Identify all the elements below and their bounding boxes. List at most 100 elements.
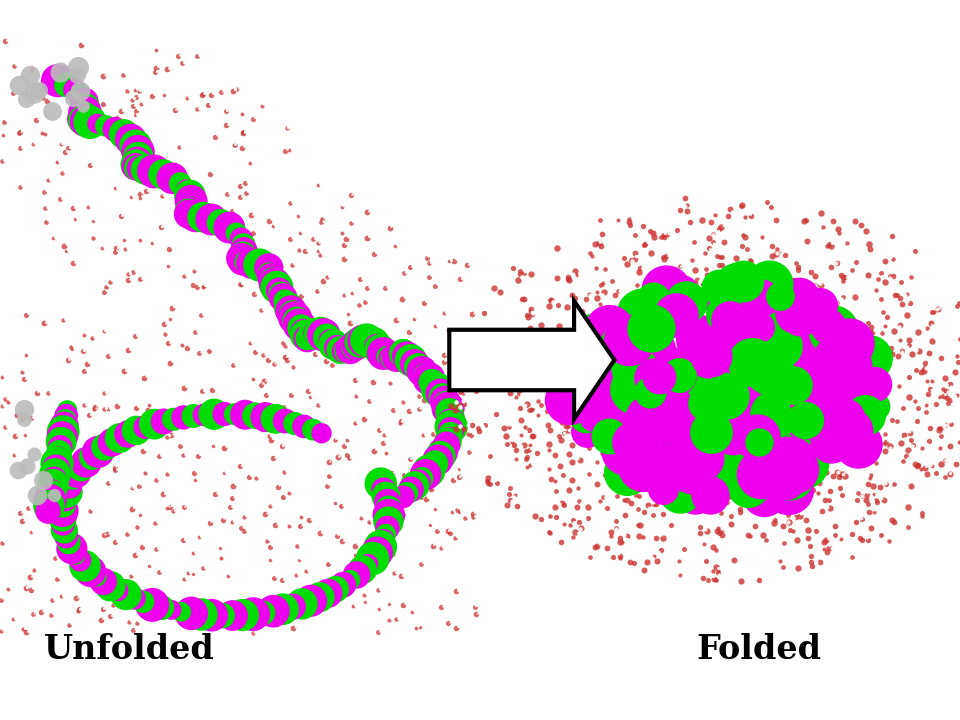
Point [694, 453, 709, 464]
Point [442, 256, 457, 267]
Point [226, 140, 241, 151]
Point [0, 399, 12, 410]
Point [528, 400, 543, 412]
Point [135, 97, 151, 109]
Point [504, 436, 519, 447]
Point [635, 460, 650, 472]
Point [725, 207, 740, 218]
Point [469, 367, 485, 379]
Point [573, 397, 588, 408]
Point [83, 505, 98, 516]
Point [523, 304, 539, 315]
Point [444, 526, 459, 537]
Point [947, 464, 960, 476]
Point [404, 452, 420, 464]
Point [780, 483, 795, 495]
Point [909, 344, 924, 356]
Point [859, 451, 875, 463]
Point [178, 381, 193, 392]
Point [306, 328, 322, 340]
Point [113, 210, 129, 222]
Point [455, 387, 470, 399]
Point [288, 570, 303, 581]
Point [399, 351, 415, 362]
Point [870, 477, 885, 488]
Point [386, 567, 401, 579]
Point [506, 418, 521, 429]
Point [933, 395, 948, 406]
Point [545, 367, 561, 379]
Point [802, 472, 817, 483]
Point [635, 531, 650, 543]
Point [286, 258, 301, 269]
Point [545, 297, 561, 308]
Point [628, 451, 643, 463]
Point [842, 268, 857, 279]
Point [441, 618, 456, 629]
Point [48, 463, 63, 474]
Point [617, 546, 633, 558]
Point [640, 483, 656, 495]
Point [624, 497, 639, 508]
Point [562, 379, 577, 390]
Point [881, 490, 897, 502]
Point [582, 247, 597, 258]
Point [457, 386, 472, 397]
Point [758, 228, 774, 239]
Point [600, 340, 615, 351]
Point [96, 529, 111, 541]
Point [669, 476, 684, 487]
Point [109, 400, 125, 411]
Point [713, 507, 729, 518]
Point [876, 408, 891, 419]
Point [334, 536, 349, 547]
Point [222, 187, 237, 199]
Point [530, 426, 545, 438]
Point [899, 451, 914, 462]
Point [110, 585, 126, 596]
Point [862, 436, 877, 447]
Point [170, 50, 185, 62]
Point [747, 526, 762, 538]
Point [736, 492, 752, 504]
Point [456, 330, 471, 341]
Point [570, 482, 586, 494]
Point [541, 400, 557, 412]
Point [175, 438, 190, 450]
Point [850, 494, 865, 505]
Point [197, 561, 212, 572]
Point [791, 485, 806, 497]
Point [700, 569, 715, 580]
Point [838, 360, 853, 372]
Point [864, 327, 879, 338]
Point [759, 288, 775, 300]
Point [55, 505, 70, 517]
Point [284, 197, 300, 208]
Point [431, 523, 446, 535]
Point [863, 448, 878, 459]
Point [578, 410, 593, 421]
Point [575, 418, 590, 430]
Point [854, 513, 870, 525]
Point [390, 612, 405, 624]
Point [918, 362, 933, 374]
Point [405, 606, 420, 618]
Point [748, 207, 763, 218]
Point [118, 233, 133, 244]
Point [582, 383, 597, 395]
Point [167, 300, 182, 312]
Point [631, 553, 646, 564]
Point [878, 290, 894, 302]
Point [131, 151, 146, 163]
Point [494, 347, 510, 359]
Point [45, 608, 60, 619]
Point [560, 395, 575, 406]
Point [572, 417, 588, 428]
Point [761, 364, 777, 376]
Point [560, 420, 575, 432]
Point [62, 141, 78, 153]
Point [12, 508, 28, 519]
Point [818, 552, 833, 564]
Point [882, 424, 898, 436]
Point [561, 271, 576, 283]
